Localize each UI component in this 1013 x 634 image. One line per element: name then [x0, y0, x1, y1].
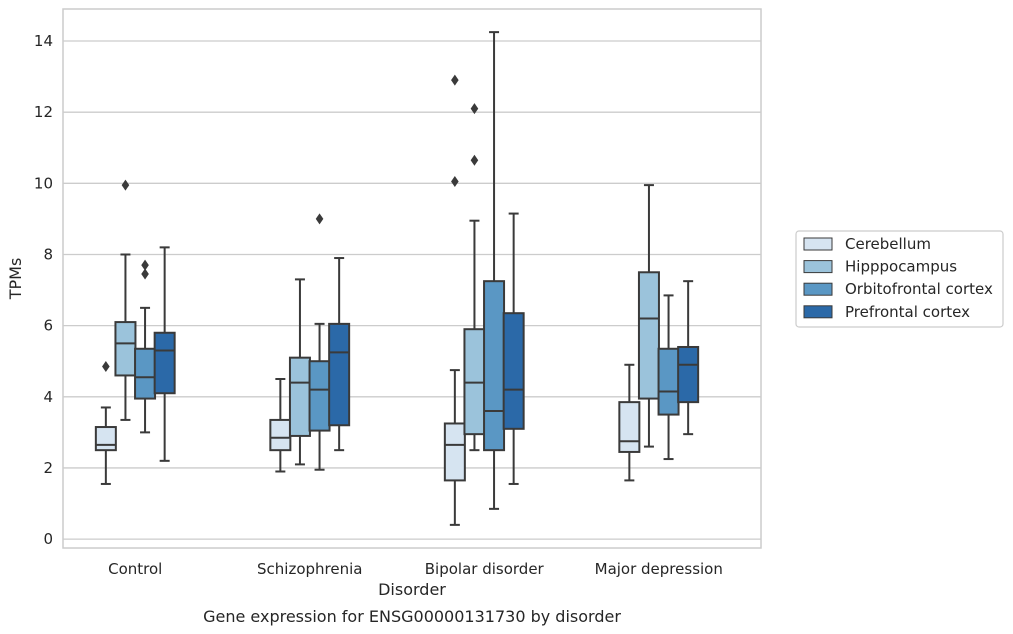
outlier-point — [451, 74, 459, 86]
box-iqr — [114, 321, 137, 377]
x-axis-label: Disorder — [378, 580, 446, 599]
box-orbitofrontal-cortex — [308, 213, 331, 471]
box-prefrontal-cortex — [153, 246, 176, 462]
box-hipppocampus — [463, 103, 486, 452]
legend-frame — [795, 230, 1004, 328]
y-tick-label: 6 — [43, 317, 53, 335]
outlier-point — [470, 103, 479, 115]
box-prefrontal-cortex — [677, 280, 700, 436]
legend-item: Prefrontal cortex — [803, 303, 970, 321]
box-iqr — [134, 347, 157, 400]
box-iqr — [443, 422, 466, 482]
legend-label: Orbitofrontal cortex — [845, 280, 993, 298]
y-tick-label: 12 — [34, 103, 53, 121]
box-iqr — [94, 426, 117, 452]
box-iqr — [637, 271, 660, 400]
y-tick-labels: 0 2 4 6 8 10 12 14 — [34, 32, 53, 548]
outlier-point — [141, 268, 149, 280]
x-tick-label: Bipolar disorder — [425, 560, 545, 578]
box-iqr — [677, 345, 700, 404]
legend-item: Orbitofrontal cortex — [803, 280, 993, 298]
chart-title: Gene expression for ENSG00000131730 by d… — [203, 607, 621, 626]
legend-label: Cerebellum — [845, 235, 931, 253]
box-hipppocampus — [288, 278, 311, 466]
box-orbitofrontal-cortex — [134, 259, 157, 434]
box-orbitofrontal-cortex — [657, 294, 680, 461]
box-prefrontal-cortex — [502, 212, 525, 485]
y-tick-label: 0 — [43, 530, 53, 548]
legend-label: Hipppocampus — [845, 258, 957, 276]
x-tick-labels: Control Schizophrenia Bipolar disorder Majo… — [108, 560, 723, 578]
box-iqr — [618, 401, 641, 453]
legend-swatch — [803, 260, 833, 274]
box-iqr — [657, 347, 680, 416]
box-cerebellum — [618, 363, 641, 482]
y-tick-label: 10 — [34, 174, 53, 192]
box-iqr — [153, 331, 176, 395]
box-cerebellum — [269, 378, 292, 473]
legend: Cerebellum Hipppocampus Orbitofrontal cort… — [795, 230, 1004, 328]
y-tick-label: 2 — [43, 459, 53, 477]
plot-frame — [62, 8, 762, 549]
x-tick-label: Schizophrenia — [257, 560, 362, 578]
outlier-point — [470, 154, 479, 166]
box-iqr — [269, 418, 292, 452]
y-tick-label: 14 — [34, 32, 53, 50]
box-cerebellum — [443, 369, 466, 526]
box-iqr — [483, 280, 506, 452]
box-iqr — [308, 360, 331, 432]
legend-swatch — [803, 305, 833, 319]
box-prefrontal-cortex — [328, 257, 351, 452]
outlier-point — [141, 259, 149, 271]
x-tick-label: Control — [108, 560, 162, 578]
outlier-point — [102, 361, 110, 373]
legend-swatch — [803, 237, 833, 251]
box-iqr — [288, 356, 311, 437]
y-tick-label: 4 — [43, 388, 53, 406]
y-axis-label: TPMs — [6, 258, 25, 301]
outlier-point — [315, 213, 324, 225]
legend-label: Prefrontal cortex — [845, 303, 970, 321]
box-hipppocampus — [637, 184, 660, 448]
legend-swatch — [803, 282, 833, 296]
box-iqr — [328, 322, 351, 427]
outlier-point — [121, 179, 130, 191]
box-series — [94, 31, 700, 526]
gridlines — [63, 40, 761, 540]
box-hipppocampus — [114, 179, 137, 421]
extra-outliers — [451, 74, 459, 188]
legend-item: Cerebellum — [803, 235, 931, 253]
outlier-point — [451, 176, 459, 188]
box-orbitofrontal-cortex — [483, 31, 506, 510]
legend-item: Hipppocampus — [803, 258, 957, 276]
y-tick-label: 8 — [43, 245, 53, 263]
box-iqr — [502, 312, 525, 430]
box-cerebellum — [94, 361, 117, 485]
x-tick-label: Major depression — [595, 560, 723, 578]
